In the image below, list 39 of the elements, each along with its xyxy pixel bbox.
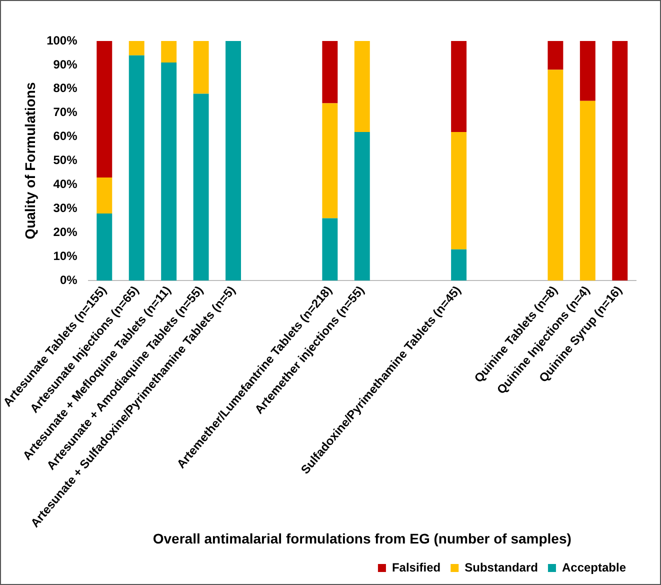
bar — [226, 41, 241, 280]
y-tick-label: 60% — [53, 129, 78, 144]
y-tick-label: 30% — [53, 200, 78, 215]
bar — [96, 178, 112, 214]
legend-label: Acceptable — [562, 560, 626, 574]
y-tick-label: 10% — [53, 248, 78, 263]
y-tick-label: 0% — [60, 272, 78, 287]
x-axis-title: Overall antimalarial formulations from EG (number of samples) — [152, 530, 572, 546]
bar — [354, 41, 370, 132]
bar — [548, 70, 564, 280]
bar — [96, 213, 112, 280]
bar — [161, 62, 177, 280]
bar — [96, 41, 112, 178]
legend-label: Falsified — [392, 560, 441, 574]
y-tick-label: 40% — [53, 177, 78, 192]
y-tick-label: 50% — [53, 153, 78, 168]
bar — [128, 41, 144, 56]
y-tick-label: 70% — [53, 105, 78, 120]
bar — [548, 41, 564, 70]
y-tick-label: 80% — [53, 81, 78, 96]
y-tick-label: 100% — [46, 33, 78, 48]
bar — [354, 132, 370, 280]
bar — [322, 218, 338, 280]
bar — [580, 41, 596, 101]
bar — [451, 249, 467, 280]
bar — [322, 41, 338, 104]
bar — [451, 41, 467, 132]
bar — [322, 103, 338, 218]
bar — [451, 132, 467, 250]
y-tick-label: 20% — [53, 224, 78, 239]
bar — [193, 41, 209, 94]
y-tick-label: 90% — [53, 57, 78, 72]
legend-label: Substandard — [464, 560, 538, 574]
bar — [161, 41, 177, 63]
bar — [128, 55, 144, 280]
bar — [193, 94, 209, 280]
y-axis-title: Quality of Formulations — [22, 82, 38, 240]
bar — [580, 100, 596, 280]
bar — [612, 41, 628, 280]
